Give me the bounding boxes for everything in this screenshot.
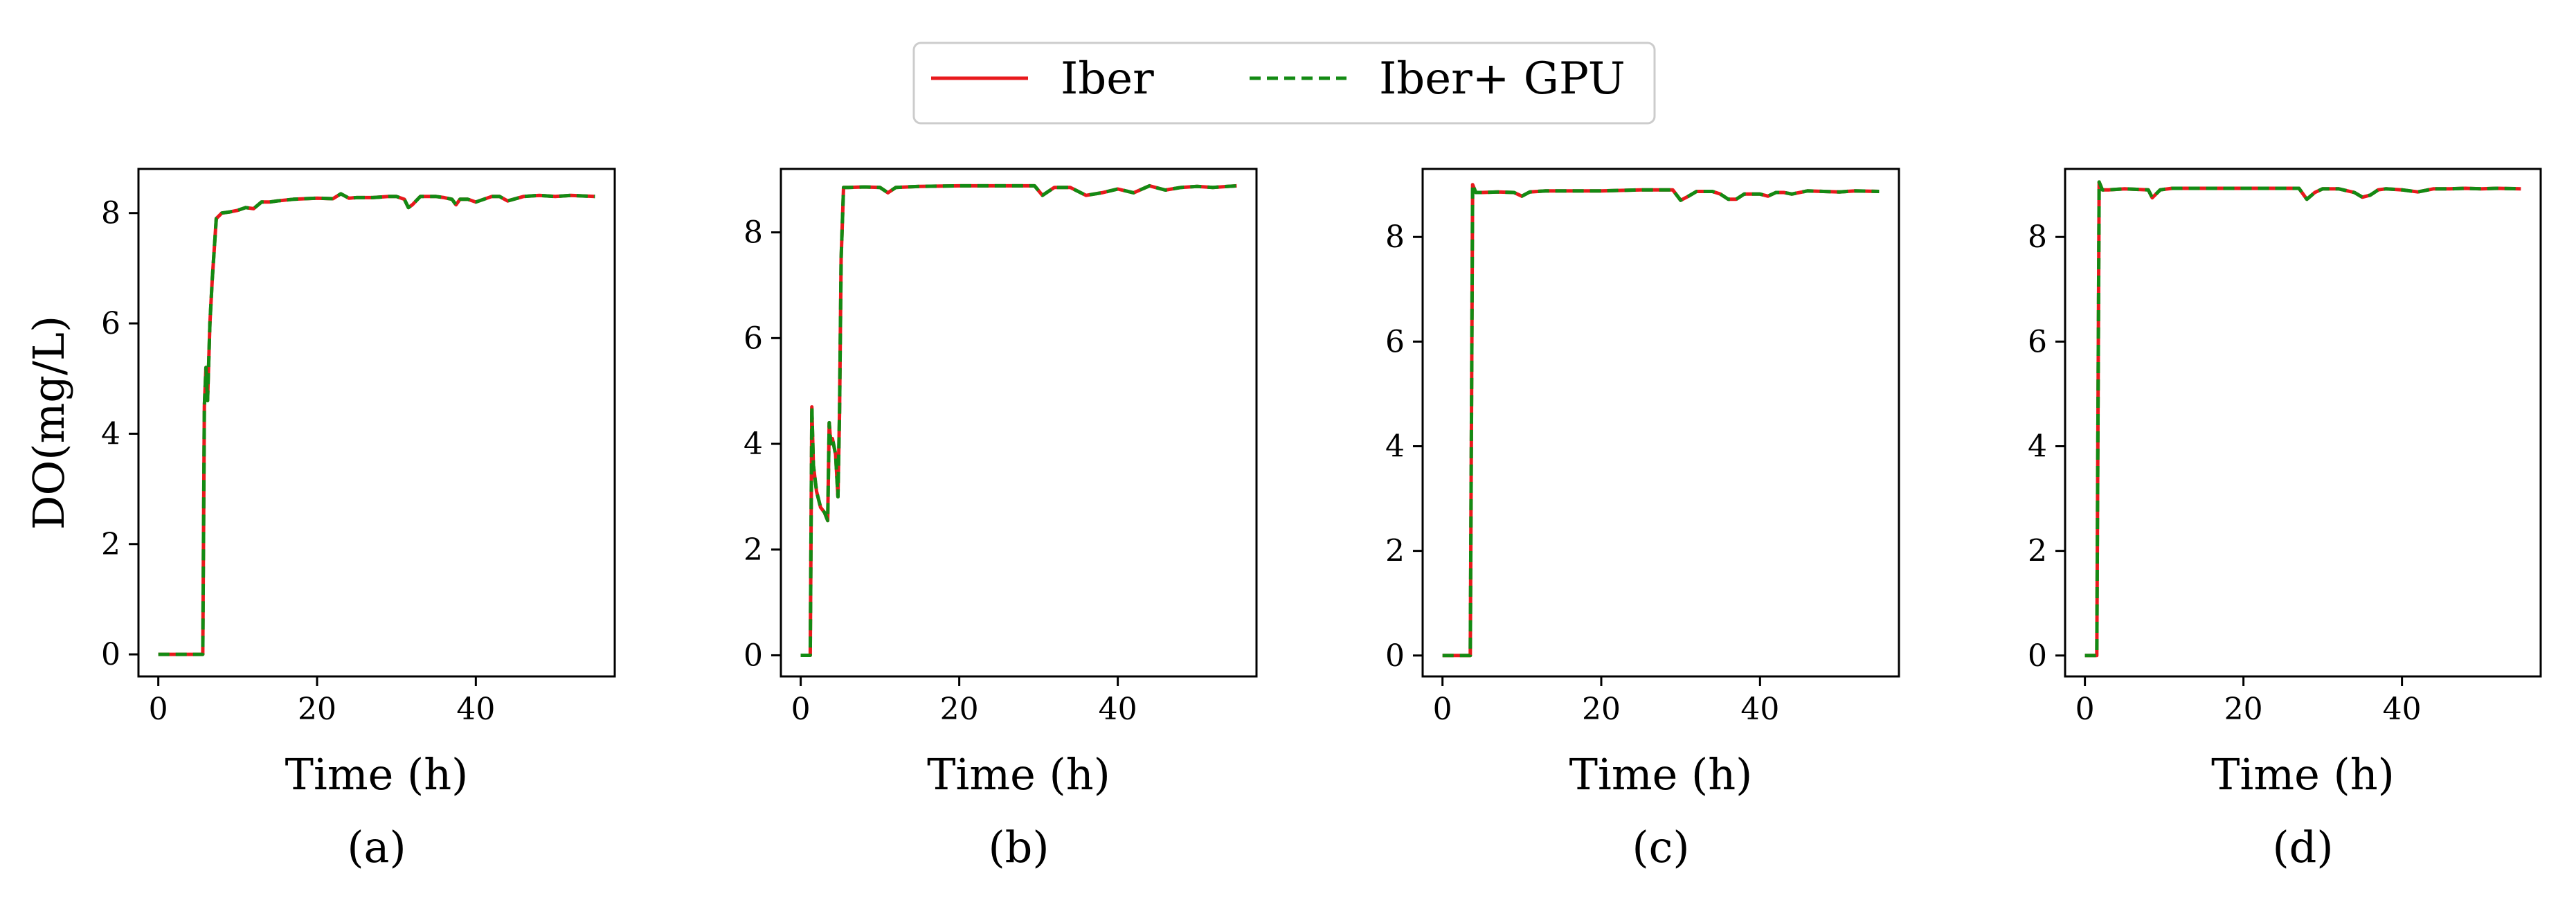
panel-label-c: (c) [1632, 822, 1689, 872]
x-axis-label-d: Time (h) [2211, 749, 2395, 800]
y-tick-label-b-0: 0 [744, 638, 763, 673]
y-tick-label-d-1: 2 [2028, 534, 2047, 569]
x-axis-label-b: Time (h) [927, 749, 1110, 800]
y-tick-label-b-3: 6 [744, 321, 763, 356]
series-line-iber-gpu-c [1442, 183, 1880, 658]
legend-label-iber-gpu: Iber+ GPU [1379, 53, 1625, 105]
x-tick-label-b-1: 20 [940, 692, 979, 727]
subplot-b: 0 20 40 0 2 4 6 8 Time (h) (b) [744, 168, 1258, 872]
y-tick-label-c-4: 8 [1385, 219, 1405, 255]
x-tick-label-b-2: 40 [1099, 692, 1137, 727]
y-tick-label-d-4: 8 [2028, 219, 2047, 255]
plot-frame-b [780, 168, 1258, 678]
y-tick-label-c-0: 0 [1385, 638, 1405, 674]
x-tick-label-a-1: 20 [298, 692, 336, 727]
series-line-iber-gpu-a [158, 192, 595, 656]
y-tick-label-c-3: 6 [1385, 324, 1405, 359]
x-tick-label-d-0: 0 [2075, 692, 2095, 727]
y-tick-label-b-1: 2 [744, 532, 763, 568]
legend-label-iber: Iber [1061, 53, 1154, 105]
panel-label-d: (d) [2272, 822, 2333, 872]
x-tick-label-a-2: 40 [456, 692, 495, 727]
x-tick-label-c-1: 20 [1582, 692, 1621, 727]
y-tick-label-a-1: 2 [101, 527, 120, 562]
y-tick-label-a-2: 4 [101, 416, 120, 451]
subplot-a: 0 20 40 0 2 4 6 8 Time (h) DO(mg/L) (a) [24, 168, 616, 872]
y-tick-label-d-3: 6 [2028, 324, 2047, 359]
subplot-d: 0 20 40 0 2 4 6 8 Time (h) (d) [2028, 168, 2542, 872]
panel-label-a: (a) [347, 822, 406, 872]
x-tick-label-d-2: 40 [2383, 692, 2422, 727]
y-axis-label-a: DO(mg/L) [24, 316, 74, 530]
x-axis-label-a: Time (h) [285, 749, 469, 800]
series-line-iber-gpu-d [2084, 180, 2521, 658]
y-tick-label-a-0: 0 [101, 637, 120, 672]
x-tick-label-b-0: 0 [791, 692, 811, 727]
x-tick-label-c-0: 0 [1433, 692, 1452, 727]
series-line-iber-gpu-b [800, 183, 1237, 657]
y-tick-label-c-1: 2 [1385, 534, 1405, 569]
panel-label-b: (b) [988, 822, 1049, 872]
y-tick-label-a-4: 8 [101, 196, 120, 231]
x-tick-label-d-1: 20 [2224, 692, 2263, 727]
subplot-c: 0 20 40 0 2 4 6 8 Time (h) (c) [1385, 168, 1900, 872]
y-tick-label-b-2: 4 [744, 426, 763, 462]
plot-frame-c [1421, 168, 1900, 678]
legend: Iber Iber+ GPU [912, 42, 1656, 125]
plot-frame-d [2064, 168, 2542, 678]
y-tick-label-c-2: 4 [1385, 429, 1405, 465]
y-tick-label-d-2: 4 [2028, 429, 2047, 465]
y-tick-label-d-0: 0 [2028, 638, 2047, 674]
legend-frame [912, 42, 1656, 125]
plot-frame-a [137, 168, 616, 678]
y-tick-label-b-4: 8 [744, 215, 763, 251]
x-tick-label-a-0: 0 [149, 692, 168, 727]
x-tick-label-c-2: 40 [1740, 692, 1779, 727]
y-tick-label-a-3: 6 [101, 306, 120, 341]
x-axis-label-c: Time (h) [1569, 749, 1753, 800]
